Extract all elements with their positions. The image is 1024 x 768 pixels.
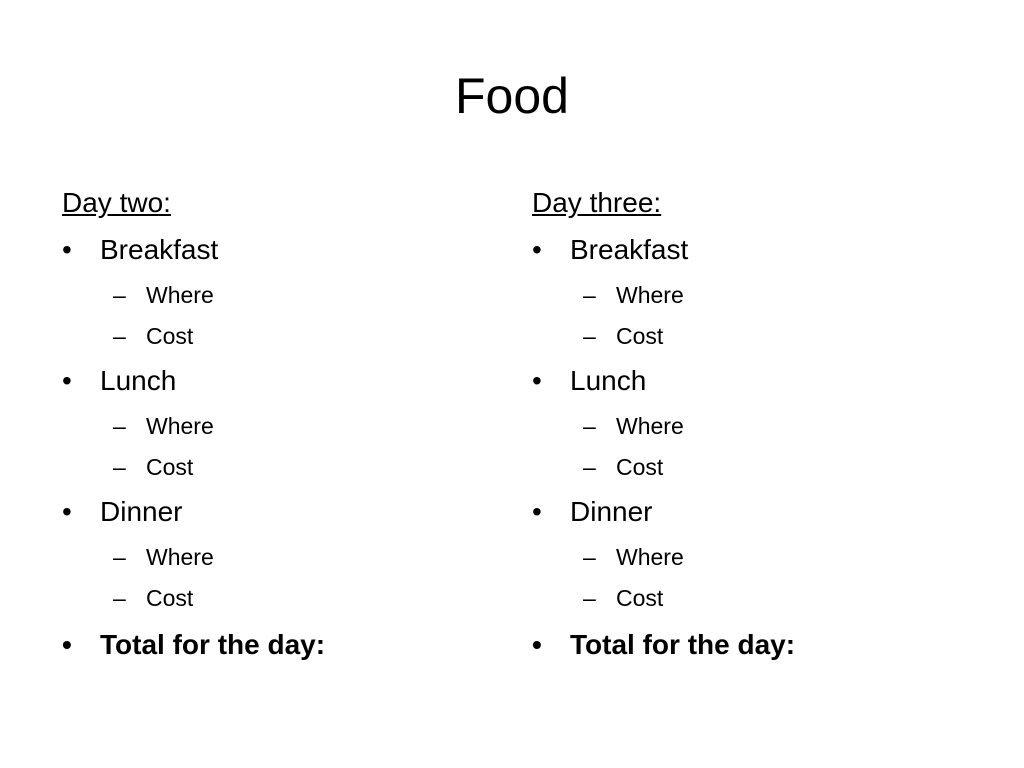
sub-item-label: Where: [616, 413, 684, 439]
slide-title: Food: [455, 68, 569, 124]
dash-icon: –: [583, 544, 596, 570]
dash-icon: –: [113, 413, 126, 439]
sub-item-label: Cost: [146, 585, 194, 611]
meal-label: Lunch: [100, 365, 177, 396]
bullet-icon: •: [532, 629, 542, 660]
day-heading: Day three:: [532, 187, 662, 218]
bullet-icon: •: [532, 365, 542, 396]
bullet-icon: •: [532, 496, 542, 527]
dash-icon: –: [113, 454, 126, 480]
dash-icon: –: [113, 282, 126, 308]
dash-icon: –: [583, 323, 596, 349]
bullet-icon: •: [532, 234, 542, 265]
sub-item-label: Cost: [146, 323, 194, 349]
sub-item-label: Cost: [616, 454, 664, 480]
bullet-icon: •: [62, 496, 72, 527]
dash-icon: –: [583, 413, 596, 439]
sub-item-label: Cost: [616, 585, 664, 611]
sub-item-label: Where: [146, 282, 214, 308]
meal-label: Breakfast: [570, 234, 689, 265]
meal-label: Lunch: [570, 365, 647, 396]
dash-icon: –: [583, 585, 596, 611]
dash-icon: –: [113, 544, 126, 570]
meal-label: Breakfast: [100, 234, 219, 265]
sub-item-label: Cost: [616, 323, 664, 349]
dash-icon: –: [583, 282, 596, 308]
sub-item-label: Where: [616, 544, 684, 570]
dash-icon: –: [113, 323, 126, 349]
sub-item-label: Where: [616, 282, 684, 308]
meal-label: Dinner: [100, 496, 183, 527]
bullet-icon: •: [62, 234, 72, 265]
total-label: Total for the day:: [570, 629, 796, 660]
sub-item-label: Cost: [146, 454, 194, 480]
bullet-icon: •: [62, 365, 72, 396]
total-label: Total for the day:: [100, 629, 326, 660]
sub-item-label: Where: [146, 413, 214, 439]
sub-item-label: Where: [146, 544, 214, 570]
dash-icon: –: [583, 454, 596, 480]
dash-icon: –: [113, 585, 126, 611]
bullet-icon: •: [62, 629, 72, 660]
day-heading: Day two:: [62, 187, 171, 218]
meal-label: Dinner: [570, 496, 653, 527]
